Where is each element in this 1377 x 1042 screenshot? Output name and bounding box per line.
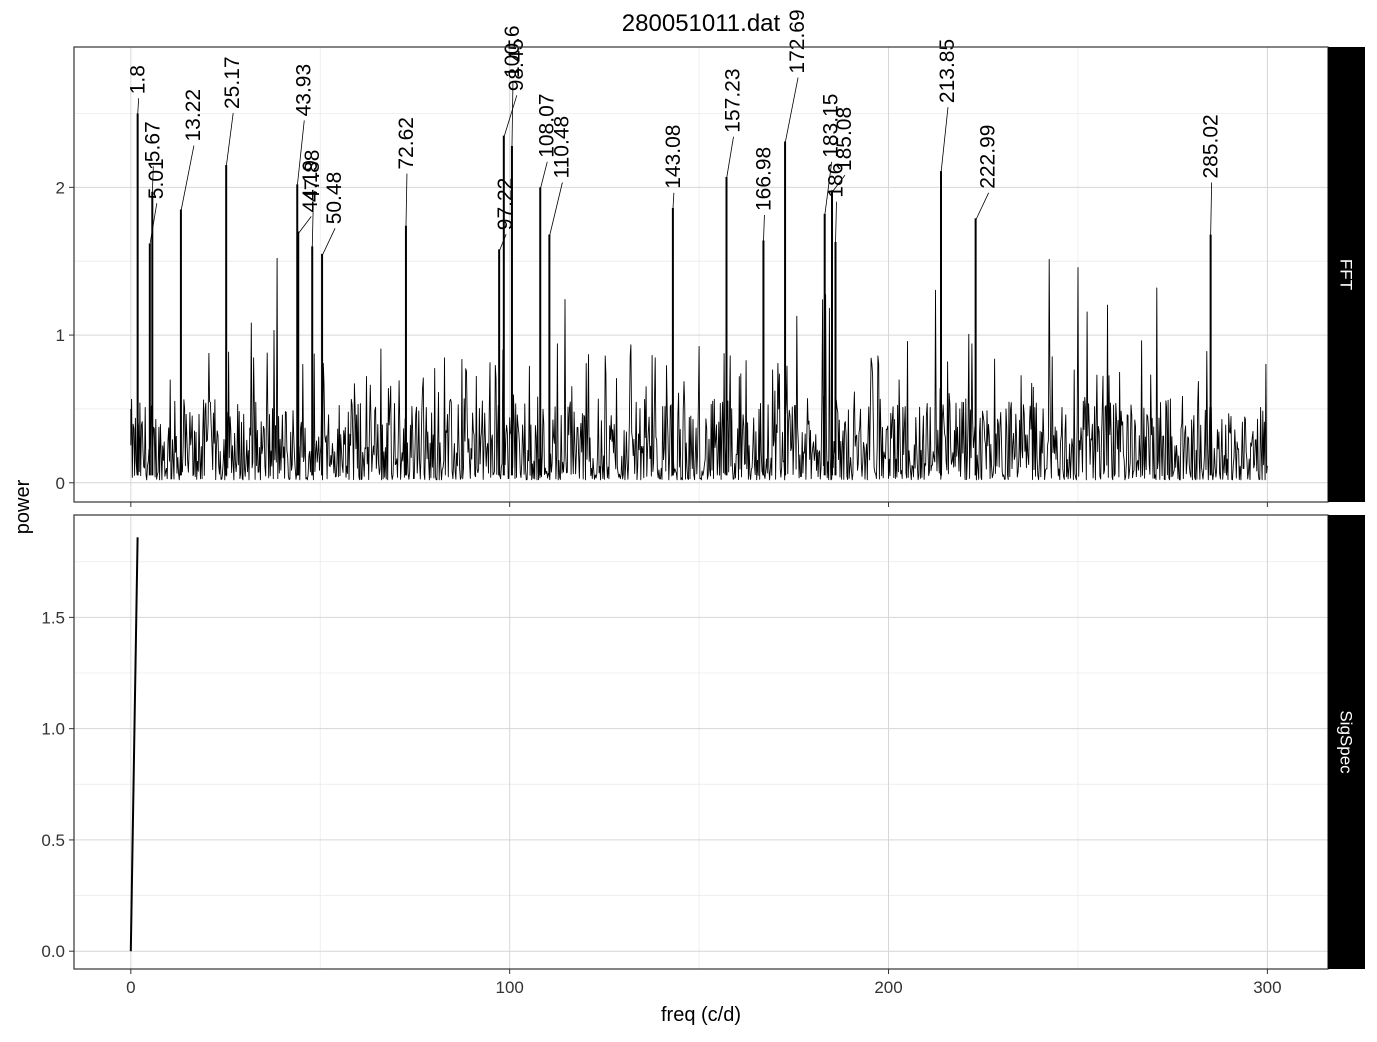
y-tick-label: 1.0 [41, 720, 65, 739]
peak-label-leader [975, 192, 989, 221]
peak-label: 97.22 [494, 178, 517, 231]
peak-label-leader [180, 145, 195, 212]
peak-label: 5.01 [145, 158, 168, 199]
peak-label: 172.69 [786, 9, 809, 73]
peak-label-leader [296, 120, 305, 187]
peak-label: 98.45 [505, 39, 528, 92]
peak-label: 157.23 [722, 68, 745, 132]
peak-label-leader [311, 206, 314, 249]
x-tick-label: 300 [1253, 978, 1281, 997]
y-tick-label: 0.5 [41, 831, 65, 850]
facet-strip-label: FFT [1337, 259, 1356, 290]
peak-label-leader [498, 234, 507, 252]
peak-label-leader [321, 228, 336, 256]
y-axis-label: power [12, 479, 34, 534]
peak-label: 100.6 [501, 25, 524, 78]
peak-label-leader [763, 214, 765, 243]
peak-label: 285.02 [1200, 114, 1223, 178]
peak-label: 25.17 [221, 56, 244, 109]
panel-sigspec: 0.0 0.5 1.0 1.5 SigSpec 0 100 200 300 [41, 514, 1365, 997]
chart-title: 280051011.dat [622, 10, 781, 37]
peak-label: 143.08 [662, 125, 685, 189]
peak-label: 5.67 [141, 121, 164, 162]
x-tick-label: 100 [495, 978, 523, 997]
peak-label-leader [784, 77, 799, 144]
panel-background [74, 47, 1328, 502]
peak-label: 1.8 [127, 65, 150, 94]
peak-label-leader [297, 216, 312, 234]
facet-strip [1328, 47, 1365, 502]
peak-label: 72.62 [395, 117, 418, 170]
x-axis-label: freq (c/d) [661, 1004, 741, 1026]
peak-label-leader [225, 112, 234, 168]
peak-label: 213.85 [936, 39, 959, 103]
peak-label-leader [1210, 182, 1213, 237]
peak-label: 186 [825, 163, 848, 198]
peak-label: 44.19 [299, 160, 322, 213]
facet-strip-label: SigSpec [1337, 710, 1356, 774]
peak-label-leader [539, 161, 548, 190]
fft-series-line [130, 257, 1268, 481]
y-tick-label: 2 [56, 178, 65, 197]
x-tick-label: 200 [874, 978, 902, 997]
peak-label: 183.15 [820, 94, 843, 158]
peak-label: 50.48 [323, 172, 346, 225]
sigspec-series-line [129, 537, 139, 952]
peak-label: 13.22 [182, 89, 205, 142]
facet-strip [1328, 515, 1365, 969]
x-tick-label: 0 [126, 978, 135, 997]
peak-label: 166.98 [752, 147, 775, 211]
peak-label: 185.08 [833, 107, 856, 171]
peak-label-leader [548, 182, 563, 237]
panel-background [74, 515, 1328, 969]
peak-label-leader [405, 173, 408, 228]
peak-label-leader [149, 203, 158, 246]
peak-label-leader [137, 98, 140, 116]
peak-label-leader [672, 192, 675, 211]
peak-label: 108.07 [535, 94, 558, 158]
y-tick-label: 1.5 [41, 608, 65, 627]
peak-label-leader [831, 174, 846, 193]
peak-label-leader [503, 95, 518, 138]
y-tick-label: 1 [56, 326, 65, 345]
peak-label: 222.99 [977, 125, 1000, 189]
peak-label: 47.88 [301, 150, 324, 203]
y-tick-label: 0 [56, 474, 65, 493]
peak-label-leader [511, 82, 514, 148]
y-tick-label: 0.0 [41, 942, 65, 961]
peak-label-leader [824, 161, 833, 216]
peak-label-leader [151, 166, 154, 194]
peak-label-leader [835, 201, 837, 245]
peak-label: 110.48 [550, 116, 573, 179]
peak-label-leader [940, 107, 949, 174]
peak-label-leader [726, 136, 734, 180]
peak-label: 43.93 [292, 64, 315, 117]
